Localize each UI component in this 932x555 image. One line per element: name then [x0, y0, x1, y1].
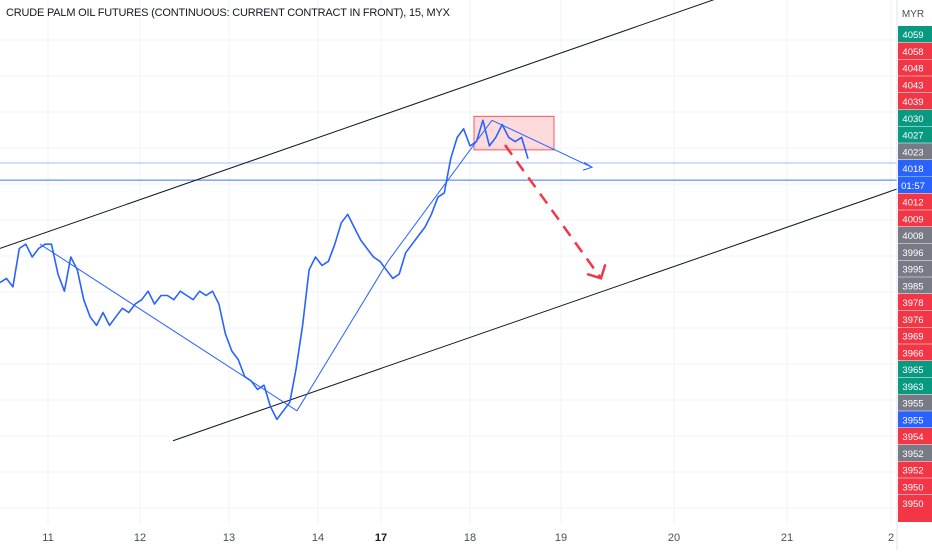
price-badge — [898, 310, 932, 327]
grid — [0, 0, 896, 525]
price-badge-label: 3955 — [902, 399, 923, 410]
time-axis[interactable]: 11 12 13 14 17 18 19 20 21 2 — [0, 525, 932, 550]
x-tick-label: 12 — [134, 532, 146, 544]
x-tick-label: 14 — [312, 532, 324, 544]
currency-label: MYR — [902, 9, 924, 20]
trend-lines[interactable] — [39, 119, 594, 412]
resistance-box[interactable] — [473, 115, 555, 151]
price-badge — [898, 277, 932, 294]
price-badge — [898, 109, 932, 126]
trend-arrow-head[interactable] — [582, 161, 594, 171]
price-badge — [898, 495, 932, 522]
channel-upper-line[interactable] — [0, 0, 895, 249]
price-badge-label: 4012 — [902, 198, 923, 209]
forecast-arrow-line[interactable] — [503, 144, 603, 280]
x-tick-label: 17 — [375, 532, 387, 544]
price-line — [0, 119, 529, 421]
price-badge — [898, 444, 932, 461]
price-badge — [898, 411, 932, 428]
channel-lower-line[interactable] — [172, 188, 899, 442]
price-badge — [898, 243, 932, 260]
price-badge-label: 3985 — [902, 281, 923, 292]
price-badge — [898, 361, 932, 378]
price-badge-label: 3965 — [902, 365, 923, 376]
price-badge-label: 3969 — [902, 332, 923, 343]
price-badge — [898, 227, 932, 244]
x-tick-label: 21 — [781, 532, 793, 544]
trend-segment-line[interactable] — [491, 119, 593, 168]
countdown-label: 01:57 — [901, 181, 925, 192]
price-badge — [898, 294, 932, 311]
chart-title: CRUDE PALM OIL FUTURES (CONTINUOUS: CURR… — [6, 7, 450, 19]
price-badge — [898, 26, 932, 43]
price-axis[interactable]: MYR 4059 4058 4048 4043 4039 4030 4027 4023 4018 4… — [896, 0, 932, 550]
price-badge — [898, 327, 932, 344]
price-badge — [898, 394, 932, 411]
trend-channel[interactable] — [0, 0, 899, 442]
price-badge — [898, 160, 932, 177]
price-badge-label: 4009 — [902, 214, 923, 225]
price-badge — [898, 377, 932, 394]
price-badge-label: 3978 — [902, 298, 923, 309]
price-badge-label: 4030 — [902, 114, 923, 125]
price-badge — [898, 210, 932, 227]
price-badge — [898, 143, 932, 160]
price-badge-label: 3950 — [902, 499, 923, 510]
price-badge — [898, 59, 932, 76]
price-badge — [898, 76, 932, 93]
x-tick-label: 18 — [464, 532, 476, 544]
price-badge-label: 3995 — [902, 265, 923, 276]
price-badge-label: 3996 — [902, 248, 923, 259]
price-badge-label: 3963 — [902, 382, 923, 393]
price-badge-label: 3966 — [902, 348, 923, 359]
forecast-arrows[interactable] — [503, 144, 607, 280]
price-badge-label: 3952 — [902, 449, 923, 460]
price-badge — [898, 260, 932, 277]
countdown-badge — [898, 176, 932, 193]
price-badge-label: 4018 — [902, 164, 923, 175]
price-badge-label: 3950 — [902, 482, 923, 493]
price-badge — [898, 193, 932, 210]
price-badge-label: 3976 — [902, 315, 923, 326]
trend-segment-line[interactable] — [387, 119, 493, 262]
forecast-arrow-head[interactable] — [586, 264, 607, 280]
x-tick-label: 11 — [42, 532, 53, 544]
price-badge-label: 4048 — [902, 64, 923, 75]
price-series — [0, 119, 529, 421]
x-tick-label: 19 — [555, 532, 567, 544]
time-axis-background — [0, 525, 932, 550]
price-badge — [898, 93, 932, 110]
x-tick-label: 2 — [888, 532, 894, 544]
price-badge-label: 4008 — [902, 231, 923, 242]
resistance-zone-box[interactable] — [473, 115, 555, 151]
price-badge-label: 4059 — [902, 30, 923, 41]
price-badge — [898, 461, 932, 478]
price-badge-label: 4058 — [902, 47, 923, 58]
price-badge-label: 4039 — [902, 97, 923, 108]
price-badge — [898, 126, 932, 143]
price-badge — [898, 478, 932, 495]
x-tick-label: 13 — [223, 532, 235, 544]
x-tick-label: 20 — [668, 532, 680, 544]
price-badge — [898, 42, 932, 59]
price-badge-label: 4027 — [902, 131, 923, 142]
price-badge-label: 4043 — [902, 80, 923, 91]
price-badge-label: 3955 — [902, 415, 923, 426]
trend-segment-line[interactable] — [39, 243, 298, 412]
price-badge — [898, 344, 932, 361]
price-badge-label: 3952 — [902, 466, 923, 477]
price-badge-label: 3954 — [902, 432, 923, 443]
price-badge-label: 4023 — [902, 147, 923, 158]
trend-segment-line[interactable] — [296, 261, 389, 412]
price-badge — [898, 428, 932, 445]
